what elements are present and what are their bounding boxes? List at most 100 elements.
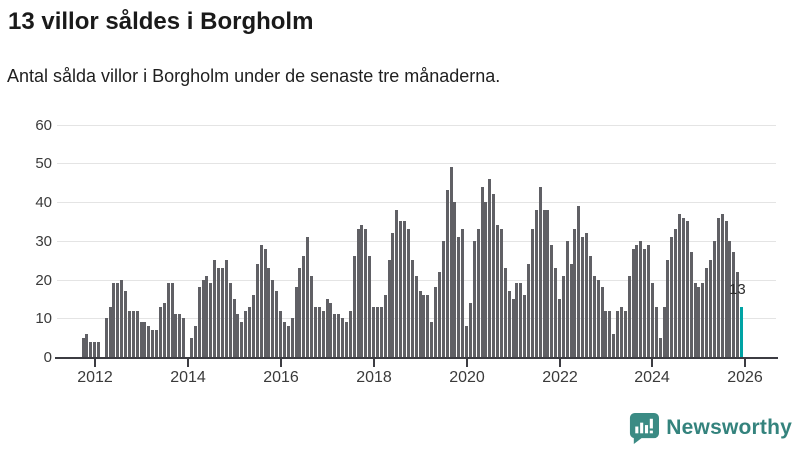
bar <box>658 337 662 357</box>
bar <box>93 341 97 357</box>
bar <box>550 244 554 357</box>
bar <box>379 306 383 357</box>
bar <box>279 310 283 357</box>
y-tick-label: 60 <box>35 117 52 134</box>
bar <box>193 326 197 357</box>
bar <box>511 298 515 357</box>
bar-chart: 0 10 20 30 40 50 60 2012 2014 2016 2018 2020 2022 202… <box>35 117 778 386</box>
bar <box>209 283 213 357</box>
bar <box>488 178 492 357</box>
bar <box>426 295 430 357</box>
bar <box>465 326 469 357</box>
bar <box>736 271 740 357</box>
x-tick <box>187 359 189 367</box>
gridline <box>57 241 776 242</box>
bar <box>217 267 221 357</box>
bar <box>701 283 705 357</box>
bar <box>608 310 612 357</box>
bar <box>515 283 519 357</box>
bar <box>728 240 732 357</box>
bar <box>461 229 465 357</box>
bar <box>569 264 573 357</box>
bar <box>399 221 403 357</box>
bar <box>573 229 577 357</box>
bar <box>197 287 201 357</box>
highlighted-bar <box>740 306 744 357</box>
bar <box>201 279 205 357</box>
bar <box>600 287 604 357</box>
bar <box>213 260 217 357</box>
x-tick <box>559 359 561 367</box>
bar <box>120 279 124 357</box>
bar <box>364 229 368 357</box>
bar <box>271 279 275 357</box>
y-tick-label: 0 <box>43 349 52 366</box>
bar <box>693 283 697 357</box>
bar <box>596 279 600 357</box>
bar <box>85 333 89 357</box>
bar <box>716 217 720 357</box>
bar <box>224 260 228 357</box>
highlight-value-label: 13 <box>729 281 746 298</box>
bar <box>112 283 116 357</box>
bar <box>720 213 724 357</box>
bar <box>519 283 523 357</box>
bar <box>205 275 209 357</box>
bar <box>313 306 317 357</box>
bar <box>546 209 550 357</box>
bar <box>480 186 484 357</box>
bar <box>139 322 143 357</box>
bar <box>681 217 685 357</box>
x-tick-label: 2016 <box>263 369 299 386</box>
bar <box>643 248 647 357</box>
bar <box>170 283 174 357</box>
bar <box>650 283 654 357</box>
bar <box>348 310 352 357</box>
bar <box>496 225 500 357</box>
bar <box>356 229 360 357</box>
bar <box>294 287 298 357</box>
bar <box>639 240 643 357</box>
bar <box>372 306 376 357</box>
x-tick-label: 2022 <box>542 369 578 386</box>
bar <box>499 229 503 357</box>
bar <box>530 229 534 357</box>
gridline <box>57 163 776 164</box>
bar <box>565 240 569 357</box>
bar <box>453 202 457 357</box>
bar <box>635 244 639 357</box>
x-tick-label: 2026 <box>727 369 763 386</box>
bar <box>143 322 147 357</box>
bar <box>255 264 259 357</box>
bar <box>96 341 100 357</box>
bar <box>147 326 151 357</box>
newsworthy-logo-icon <box>628 411 660 444</box>
bar <box>162 302 166 357</box>
newsworthy-logo-text: Newsworthy <box>666 415 792 439</box>
bar <box>403 221 407 357</box>
bar <box>263 248 267 357</box>
bar <box>104 318 108 357</box>
bar <box>449 167 453 357</box>
bar <box>527 264 530 357</box>
bar <box>124 291 128 357</box>
bar <box>368 256 372 357</box>
bar <box>588 256 592 357</box>
bar <box>290 318 294 357</box>
bar <box>236 314 240 357</box>
y-tick-label: 10 <box>35 310 52 327</box>
chart-subtitle: Antal sålda villor i Borgholm under de s… <box>7 66 501 86</box>
bar <box>732 252 736 357</box>
bar <box>604 310 608 357</box>
bar <box>414 275 418 357</box>
bar <box>678 213 682 357</box>
bar <box>166 283 170 357</box>
bar <box>174 314 178 357</box>
bar <box>430 322 434 357</box>
x-tick <box>94 359 96 367</box>
bar <box>697 287 701 357</box>
page-title: 13 villor såldes i Borgholm <box>8 8 314 35</box>
bar <box>391 233 395 357</box>
bar <box>406 229 410 357</box>
bar <box>623 310 627 357</box>
